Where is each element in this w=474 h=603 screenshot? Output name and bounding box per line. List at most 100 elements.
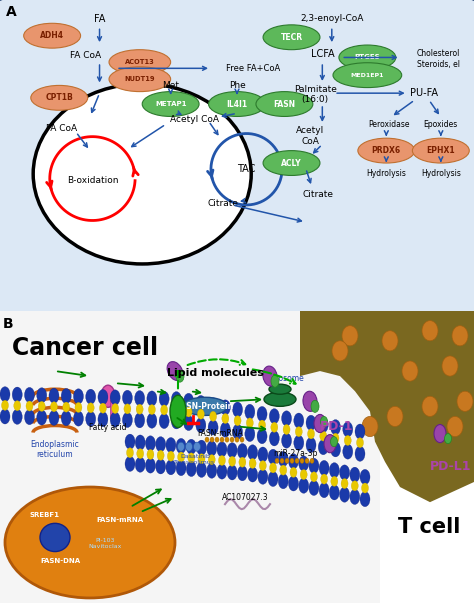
Ellipse shape [142, 92, 199, 116]
Ellipse shape [186, 439, 196, 455]
Ellipse shape [350, 489, 360, 505]
Text: PRDX6: PRDX6 [372, 146, 401, 155]
Ellipse shape [185, 442, 192, 451]
Ellipse shape [360, 469, 370, 484]
Ellipse shape [188, 453, 195, 463]
Ellipse shape [210, 411, 217, 421]
Ellipse shape [220, 422, 230, 437]
Text: FASN-mRNA: FASN-mRNA [197, 429, 243, 438]
Text: B-oxidation: B-oxidation [67, 175, 118, 185]
Text: IL4I1: IL4I1 [227, 99, 247, 109]
Ellipse shape [135, 391, 145, 406]
Ellipse shape [159, 414, 169, 429]
Ellipse shape [135, 457, 145, 472]
Ellipse shape [318, 417, 328, 432]
Ellipse shape [343, 444, 353, 459]
Ellipse shape [299, 478, 309, 493]
Ellipse shape [217, 442, 227, 457]
Ellipse shape [271, 375, 279, 387]
Ellipse shape [311, 400, 319, 412]
Ellipse shape [246, 418, 253, 428]
Ellipse shape [289, 453, 299, 469]
Ellipse shape [269, 409, 279, 424]
Ellipse shape [339, 45, 396, 70]
Ellipse shape [290, 467, 297, 478]
Ellipse shape [40, 523, 70, 552]
Ellipse shape [320, 431, 327, 441]
Ellipse shape [61, 388, 71, 403]
Text: Acetyl CoA: Acetyl CoA [170, 115, 219, 124]
Ellipse shape [25, 409, 35, 425]
Ellipse shape [233, 425, 243, 440]
Ellipse shape [343, 422, 353, 437]
Ellipse shape [112, 403, 118, 414]
Ellipse shape [434, 425, 446, 443]
Ellipse shape [167, 451, 174, 461]
Ellipse shape [127, 447, 134, 458]
Ellipse shape [422, 396, 438, 417]
Ellipse shape [61, 411, 71, 426]
Text: T cell: T cell [398, 517, 460, 537]
Ellipse shape [86, 389, 96, 404]
Ellipse shape [309, 481, 319, 496]
Ellipse shape [63, 402, 70, 412]
Ellipse shape [452, 326, 468, 346]
Ellipse shape [310, 472, 318, 482]
Ellipse shape [305, 458, 309, 463]
Ellipse shape [259, 461, 266, 471]
Ellipse shape [172, 414, 182, 429]
Text: FA CoA: FA CoA [46, 124, 77, 133]
Ellipse shape [135, 435, 145, 450]
Ellipse shape [278, 452, 288, 467]
Ellipse shape [234, 415, 241, 426]
Text: LCFA: LCFA [310, 49, 334, 59]
Ellipse shape [124, 404, 131, 414]
Text: TECR: TECR [281, 33, 302, 42]
Ellipse shape [333, 63, 402, 87]
Ellipse shape [247, 467, 257, 482]
Text: B: B [3, 317, 14, 330]
Ellipse shape [332, 433, 339, 443]
Ellipse shape [122, 412, 132, 428]
Ellipse shape [257, 406, 267, 421]
Text: PU-FA: PU-FA [410, 88, 438, 98]
Ellipse shape [73, 389, 83, 404]
Ellipse shape [290, 458, 294, 463]
Text: FASN: FASN [273, 99, 295, 109]
Ellipse shape [294, 435, 304, 450]
Ellipse shape [300, 470, 307, 479]
Ellipse shape [166, 438, 176, 453]
Ellipse shape [319, 482, 329, 497]
Ellipse shape [318, 440, 328, 455]
Ellipse shape [350, 467, 360, 482]
Ellipse shape [237, 444, 247, 459]
Text: ACLY: ACLY [281, 159, 302, 168]
Ellipse shape [330, 442, 340, 457]
Ellipse shape [314, 414, 326, 432]
Ellipse shape [299, 456, 309, 471]
Ellipse shape [215, 437, 219, 442]
Ellipse shape [155, 459, 165, 474]
Ellipse shape [24, 24, 81, 48]
Ellipse shape [147, 391, 157, 406]
Ellipse shape [227, 465, 237, 480]
Ellipse shape [209, 92, 265, 116]
Ellipse shape [125, 434, 135, 449]
Ellipse shape [0, 387, 10, 402]
Ellipse shape [222, 414, 229, 423]
Ellipse shape [161, 405, 168, 415]
Ellipse shape [245, 404, 255, 419]
Ellipse shape [198, 453, 205, 464]
Ellipse shape [98, 390, 108, 405]
Ellipse shape [263, 151, 320, 175]
Ellipse shape [258, 447, 268, 462]
Ellipse shape [225, 437, 229, 442]
Ellipse shape [75, 402, 82, 412]
Ellipse shape [442, 356, 458, 376]
Ellipse shape [324, 435, 336, 453]
Ellipse shape [447, 417, 463, 437]
Ellipse shape [233, 402, 243, 417]
Ellipse shape [271, 422, 278, 432]
Bar [110, 400, 115, 418]
Ellipse shape [295, 427, 302, 437]
